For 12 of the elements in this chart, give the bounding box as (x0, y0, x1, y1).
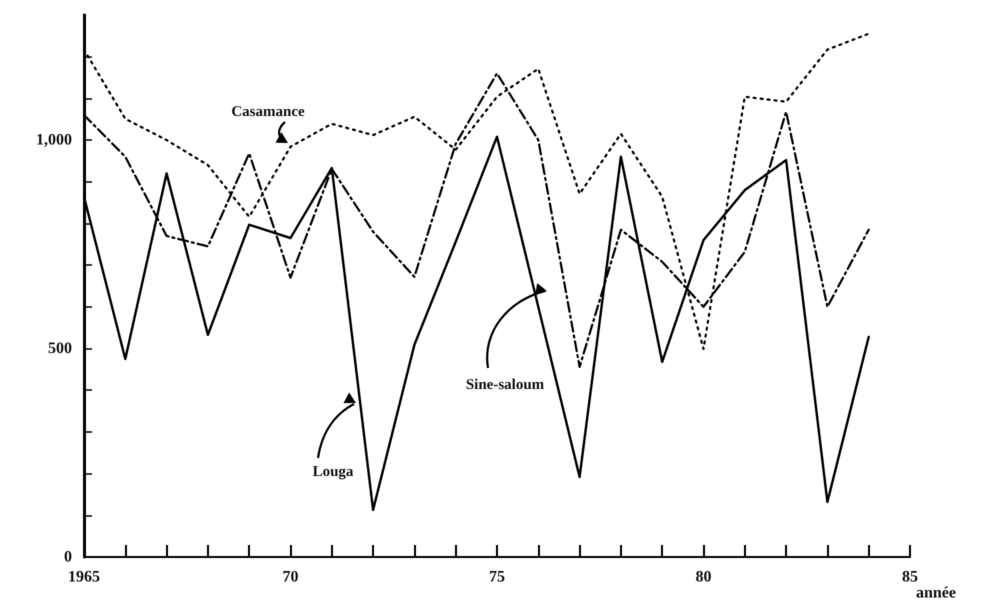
y-tick-label: 500 (48, 340, 72, 358)
x-tick-label: 70 (282, 568, 298, 586)
y-tick-label: 0 (64, 548, 72, 566)
text: Sine-saloum (466, 377, 545, 393)
y-tick-label: 1,000 (36, 132, 72, 149)
x-tick-label: 1965 (68, 568, 100, 586)
x-tick-label: 85 (902, 568, 918, 586)
series-label: Casamance (231, 104, 305, 120)
series-label: Louga (312, 464, 354, 480)
x-tick-label: 80 (696, 568, 712, 586)
x-tick-label: 75 (489, 568, 505, 586)
x-axis-title: année (916, 584, 956, 601)
